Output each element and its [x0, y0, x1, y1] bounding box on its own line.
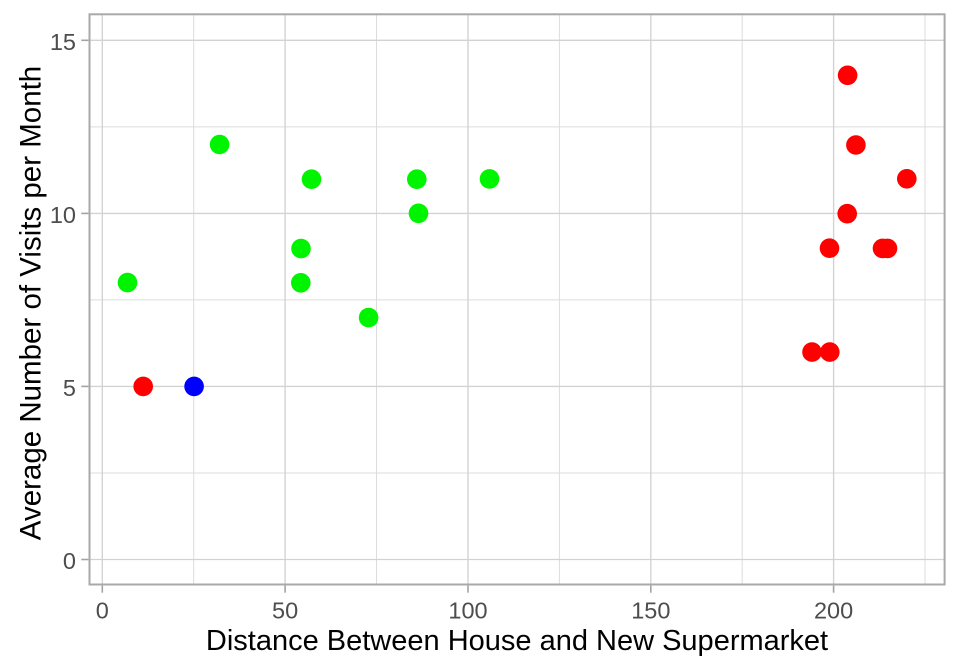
svg-text:200: 200: [814, 598, 853, 624]
svg-text:0: 0: [63, 548, 76, 574]
svg-text:15: 15: [50, 29, 76, 55]
svg-text:5: 5: [63, 375, 76, 401]
svg-text:150: 150: [631, 598, 670, 624]
svg-text:0: 0: [96, 598, 109, 624]
svg-text:Distance Between House and New: Distance Between House and New Supermark…: [206, 625, 828, 657]
svg-text:10: 10: [50, 202, 76, 228]
svg-text:50: 50: [272, 598, 298, 624]
svg-text:100: 100: [448, 598, 487, 624]
svg-text:Average Number of Visits per M: Average Number of Visits per Month: [15, 66, 48, 540]
